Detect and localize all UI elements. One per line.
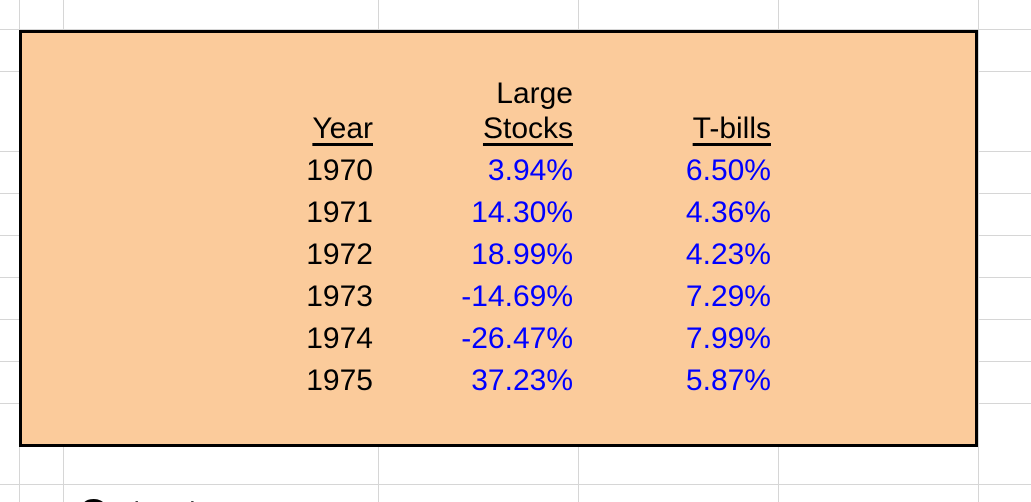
table-row: 1975 37.23% 5.87% <box>0 364 1031 406</box>
year-header[interactable]: Year <box>312 112 373 145</box>
table-row: 1973 -14.69% 7.29% <box>0 280 1031 322</box>
table-row: 1972 18.99% 4.23% <box>0 238 1031 280</box>
table-row: 1970 3.94% 6.50% <box>0 154 1031 196</box>
large-stocks-cell[interactable]: 18.99% <box>471 238 573 271</box>
year-cell[interactable]: 1970 <box>306 154 373 187</box>
highlighted-cell-range <box>19 30 978 447</box>
table-row: 1971 14.30% 4.36% <box>0 196 1031 238</box>
large-stocks-cell[interactable]: -26.47% <box>461 322 573 355</box>
t-bills-header[interactable]: T-bills <box>692 112 771 145</box>
output-section-label[interactable]: Output <box>78 491 198 502</box>
t-bills-cell[interactable]: 6.50% <box>685 154 771 187</box>
large-stocks-cell[interactable]: 14.30% <box>471 196 573 229</box>
year-cell[interactable]: 1974 <box>306 322 373 355</box>
t-bills-cell[interactable]: 7.29% <box>685 280 771 313</box>
large-stocks-cell[interactable]: -14.69% <box>461 280 573 313</box>
table-header-row: Year Stocks T-bills <box>0 112 1031 154</box>
large-stocks-header-line2[interactable]: Stocks <box>482 112 573 145</box>
large-stocks-header-line1[interactable]: Large <box>496 77 573 110</box>
table-row: 1974 -26.47% 7.99% <box>0 322 1031 364</box>
t-bills-cell[interactable]: 4.36% <box>685 196 771 229</box>
gridline-horizontal <box>0 29 1031 30</box>
t-bills-cell[interactable]: 4.23% <box>685 238 771 271</box>
year-cell[interactable]: 1971 <box>306 196 373 229</box>
large-stocks-cell[interactable]: 37.23% <box>471 364 573 397</box>
t-bills-cell[interactable]: 7.99% <box>685 322 771 355</box>
year-cell[interactable]: 1975 <box>306 364 373 397</box>
year-cell[interactable]: 1973 <box>306 280 373 313</box>
gridline-vertical <box>978 0 979 502</box>
large-stocks-cell[interactable]: 3.94% <box>487 154 573 187</box>
t-bills-cell[interactable]: 5.87% <box>685 364 771 397</box>
gridline-horizontal <box>0 484 1031 485</box>
year-cell[interactable]: 1972 <box>306 238 373 271</box>
